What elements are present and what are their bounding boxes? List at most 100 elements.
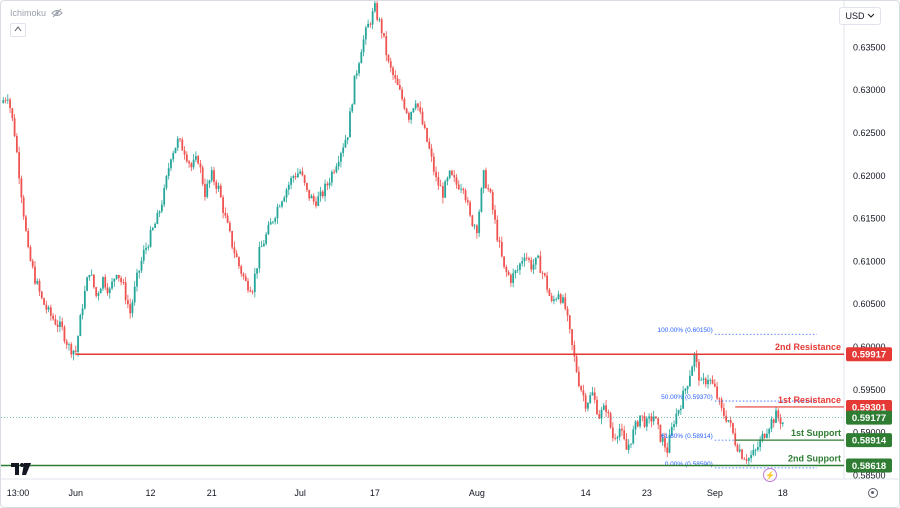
candle-body xyxy=(72,350,75,355)
candle-body xyxy=(618,428,621,438)
current-price-label: 0.59177 xyxy=(852,413,886,424)
candle-body xyxy=(151,227,154,230)
candle-body xyxy=(485,170,487,189)
candle-body xyxy=(684,388,687,391)
candle-body xyxy=(278,206,281,208)
candle-body xyxy=(129,304,132,314)
candle-body xyxy=(355,73,358,76)
candle-body xyxy=(453,175,456,178)
candle-body xyxy=(52,315,55,320)
x-tick-label: 13:00 xyxy=(7,488,30,498)
collapse-legend-button[interactable] xyxy=(10,23,26,37)
candle-body xyxy=(312,195,315,202)
y-tick-label: 0.61500 xyxy=(853,214,886,224)
candle-body xyxy=(668,434,671,453)
candle-body xyxy=(371,11,374,25)
candle-body xyxy=(106,287,109,294)
y-tick-label: 0.59500 xyxy=(853,385,886,395)
candle-body xyxy=(410,111,413,120)
candle-body xyxy=(358,63,360,74)
candle-body xyxy=(725,415,728,422)
candle-body xyxy=(120,278,123,283)
candle-body xyxy=(86,277,89,291)
candle-body xyxy=(516,269,519,271)
candle-body xyxy=(630,443,632,445)
candle-body xyxy=(423,124,426,129)
candle-body xyxy=(707,379,709,385)
candle-body xyxy=(2,100,5,103)
level-name-label: 2nd Resistance xyxy=(775,342,841,352)
indicator-name: Ichimoku xyxy=(10,8,47,18)
candle-body xyxy=(181,139,184,151)
x-tick-label: Aug xyxy=(469,488,485,498)
y-tick-label: 0.60000 xyxy=(853,342,886,352)
candle-body xyxy=(448,170,451,179)
candle-body xyxy=(344,139,347,148)
candle-body xyxy=(401,89,404,100)
candle-body xyxy=(652,416,655,422)
candle-body xyxy=(763,433,766,438)
candle-body xyxy=(233,247,236,254)
candle-body xyxy=(720,399,723,409)
candle-body xyxy=(215,182,218,189)
candle-body xyxy=(387,55,390,62)
candle-body xyxy=(414,103,417,109)
candle-body xyxy=(228,222,231,232)
candle-body xyxy=(290,177,292,185)
candle-body xyxy=(138,270,141,273)
candle-body xyxy=(389,61,392,68)
candle-body xyxy=(403,99,406,109)
eye-slash-icon[interactable] xyxy=(51,8,63,18)
candle-body xyxy=(519,263,521,270)
candle-body xyxy=(609,413,612,428)
candle-body xyxy=(185,154,188,162)
candle-body xyxy=(183,150,186,155)
level-price-label: 0.58618 xyxy=(852,461,886,472)
candle-body xyxy=(738,449,741,452)
candle-body xyxy=(557,294,560,299)
candle-body xyxy=(743,458,746,460)
candle-body xyxy=(711,379,714,384)
level-name-label: 1st Resistance xyxy=(778,395,841,405)
gear-icon[interactable] xyxy=(868,488,878,498)
candle-body xyxy=(412,108,415,112)
candle-body xyxy=(111,281,113,289)
candle-body xyxy=(145,247,147,250)
candle-body xyxy=(199,163,202,168)
current-price-tag xyxy=(846,410,892,425)
currency-selector[interactable]: USD xyxy=(839,7,881,25)
candle-body xyxy=(226,215,229,223)
candle-body xyxy=(351,104,354,112)
candle-body xyxy=(108,288,111,294)
candle-body xyxy=(197,156,200,164)
candle-body xyxy=(222,197,224,213)
candle-body xyxy=(201,167,204,185)
candle-body xyxy=(596,399,598,415)
indicator-legend[interactable]: Ichimoku xyxy=(10,8,63,18)
candle-body xyxy=(269,222,272,225)
candle-body xyxy=(539,255,542,273)
candle-body xyxy=(435,171,437,178)
candle-body xyxy=(213,170,215,183)
candle-body xyxy=(124,282,127,301)
candle-body xyxy=(614,437,617,439)
candle-body xyxy=(641,415,644,417)
candle-body xyxy=(693,353,696,367)
candle-body xyxy=(25,216,27,231)
candle-body xyxy=(781,422,784,424)
candle-body xyxy=(775,410,777,423)
candle-body xyxy=(353,75,356,105)
candle-body xyxy=(756,447,759,450)
lightning-icon[interactable]: ⚡ xyxy=(763,468,777,482)
candle-body xyxy=(704,378,707,385)
candle-body xyxy=(172,153,175,160)
y-tick-label: 0.63000 xyxy=(853,85,886,95)
candle-body xyxy=(56,324,59,327)
candle-body xyxy=(142,249,145,261)
candle-body xyxy=(392,67,394,76)
candle-body xyxy=(29,247,32,261)
candle-body xyxy=(303,175,306,184)
candle-body xyxy=(600,409,603,419)
